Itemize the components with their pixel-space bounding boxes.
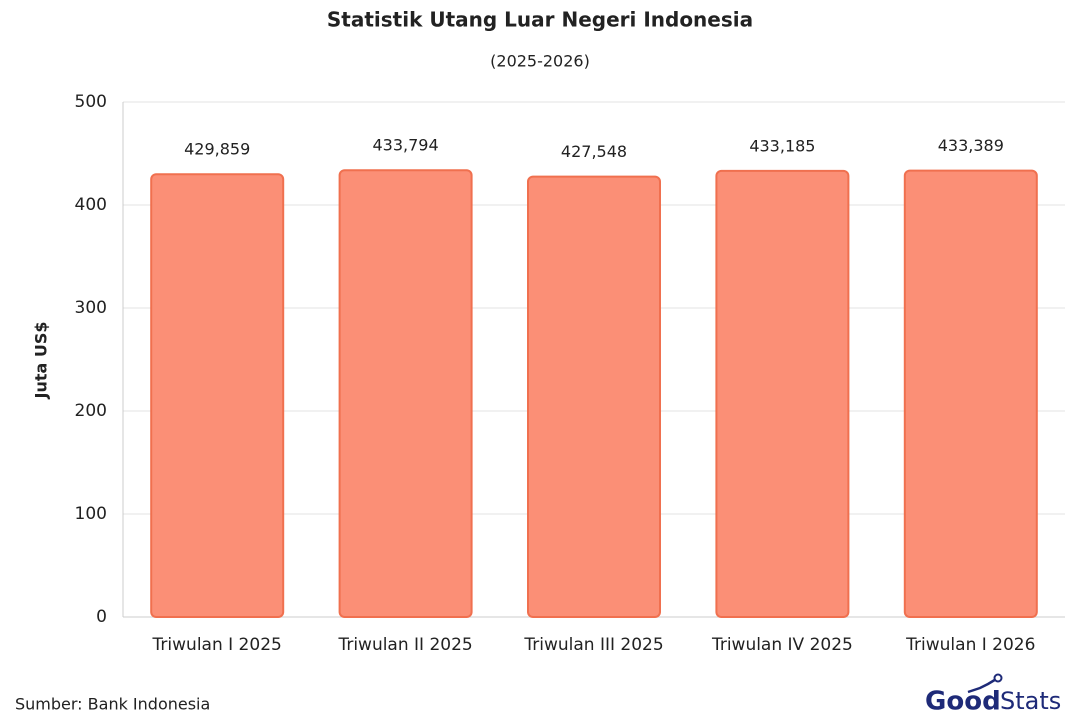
x-tick-label: Triwulan IV 2025 [711,635,853,655]
y-axis-label: Juta US$ [32,321,51,399]
chart-title: Statistik Utang Luar Negeri Indonesia [327,8,753,32]
chart-subtitle: (2025-2026) [490,52,590,71]
x-tick-label: Triwulan II 2025 [337,635,472,655]
logo: Good Stats [925,673,1061,717]
value-label: 433,389 [938,136,1004,155]
source-note: Sumber: Bank Indonesia [15,695,210,714]
bar [150,173,285,618]
logo-good: Good [925,687,1001,717]
y-tick-label: 100 [75,504,107,524]
bar [527,175,661,619]
value-label: 427,548 [561,142,627,161]
x-tick-label: Triwulan I 2025 [152,635,282,655]
logo-dot [993,673,1003,683]
bar [338,169,473,619]
x-tick-label: Triwulan III 2025 [523,635,663,655]
y-tick-label: 200 [75,401,107,421]
value-label: 433,794 [373,136,439,155]
y-tick-label: 300 [75,298,107,318]
value-label: 433,185 [749,136,815,155]
y-tick-label: 0 [96,607,107,627]
bar [903,169,1038,618]
x-tick-label: Triwulan I 2026 [905,635,1035,655]
value-label: 429,859 [184,140,250,159]
bar [715,169,850,618]
logo-stats: Stats [1000,687,1061,715]
y-tick-label: 500 [75,92,107,112]
y-tick-label: 400 [75,195,107,215]
logo-line [967,676,999,694]
